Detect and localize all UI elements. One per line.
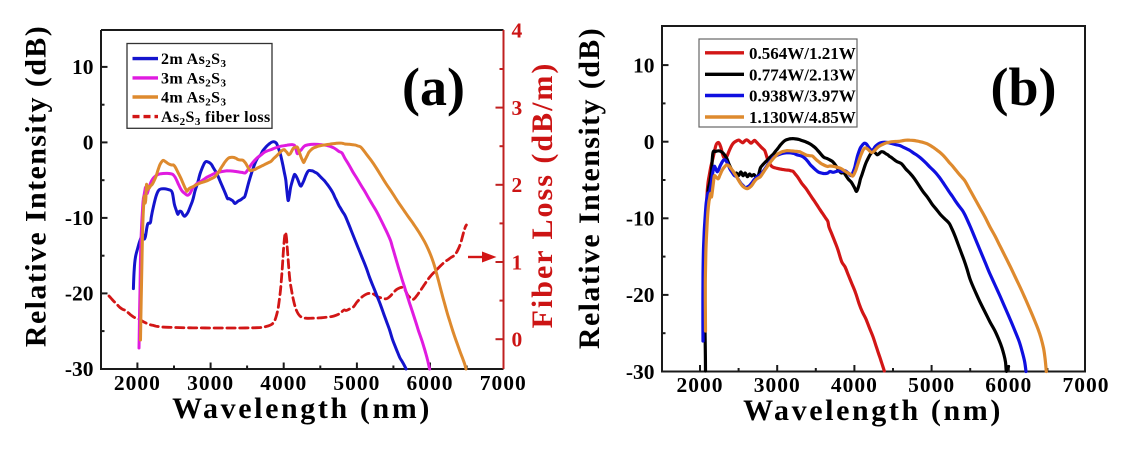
svg-text:0.774W/2.13W: 0.774W/2.13W — [749, 65, 856, 84]
svg-text:0: 0 — [512, 328, 523, 352]
svg-text:2: 2 — [512, 173, 523, 197]
svg-text:3000: 3000 — [187, 371, 234, 395]
svg-text:4m As2S3: 4m As2S3 — [161, 89, 226, 108]
svg-text:3000: 3000 — [754, 373, 801, 397]
svg-text:0.938W/3.97W: 0.938W/3.97W — [749, 87, 856, 106]
svg-text:3: 3 — [512, 96, 523, 120]
svg-text:1: 1 — [512, 250, 523, 274]
svg-text:2m As2S3: 2m As2S3 — [161, 51, 226, 70]
svg-text:-10: -10 — [65, 206, 94, 230]
svg-text:6000: 6000 — [985, 373, 1032, 397]
svg-text:Wavelength (nm): Wavelength (nm) — [172, 392, 432, 425]
svg-text:1.130W/4.85W: 1.130W/4.85W — [749, 108, 856, 127]
svg-text:4: 4 — [512, 19, 523, 43]
svg-text:4000: 4000 — [260, 371, 307, 395]
svg-text:0.564W/1.21W: 0.564W/1.21W — [749, 44, 856, 63]
svg-text:10: 10 — [72, 55, 94, 79]
svg-text:-30: -30 — [65, 357, 94, 381]
svg-text:5000: 5000 — [333, 371, 380, 395]
svg-text:(a): (a) — [402, 57, 465, 117]
svg-text:0: 0 — [83, 131, 94, 155]
svg-text:Relative Intensity (dB): Relative Intensity (dB) — [20, 25, 53, 347]
svg-text:Fiber Loss (dB/m): Fiber Loss (dB/m) — [526, 62, 559, 329]
svg-text:5000: 5000 — [908, 373, 955, 397]
svg-text:Wavelength (nm): Wavelength (nm) — [743, 394, 1003, 427]
svg-text:10: 10 — [633, 53, 655, 77]
svg-text:4000: 4000 — [831, 373, 878, 397]
svg-text:2000: 2000 — [677, 373, 724, 397]
svg-text:2000: 2000 — [114, 371, 161, 395]
svg-text:-10: -10 — [626, 207, 655, 231]
svg-text:Relative Intensity (dB): Relative Intensity (dB) — [573, 27, 606, 349]
svg-text:7000: 7000 — [480, 371, 527, 395]
svg-text:-30: -30 — [626, 360, 655, 384]
svg-text:3m As2S3: 3m As2S3 — [161, 70, 226, 89]
svg-text:As2S3 fiber loss: As2S3 fiber loss — [161, 109, 271, 128]
svg-text:-20: -20 — [65, 282, 94, 306]
svg-text:7000: 7000 — [1063, 373, 1110, 397]
svg-text:0: 0 — [644, 130, 655, 154]
svg-text:6000: 6000 — [407, 371, 454, 395]
svg-text:-20: -20 — [626, 283, 655, 307]
svg-text:(b): (b) — [991, 57, 1057, 117]
